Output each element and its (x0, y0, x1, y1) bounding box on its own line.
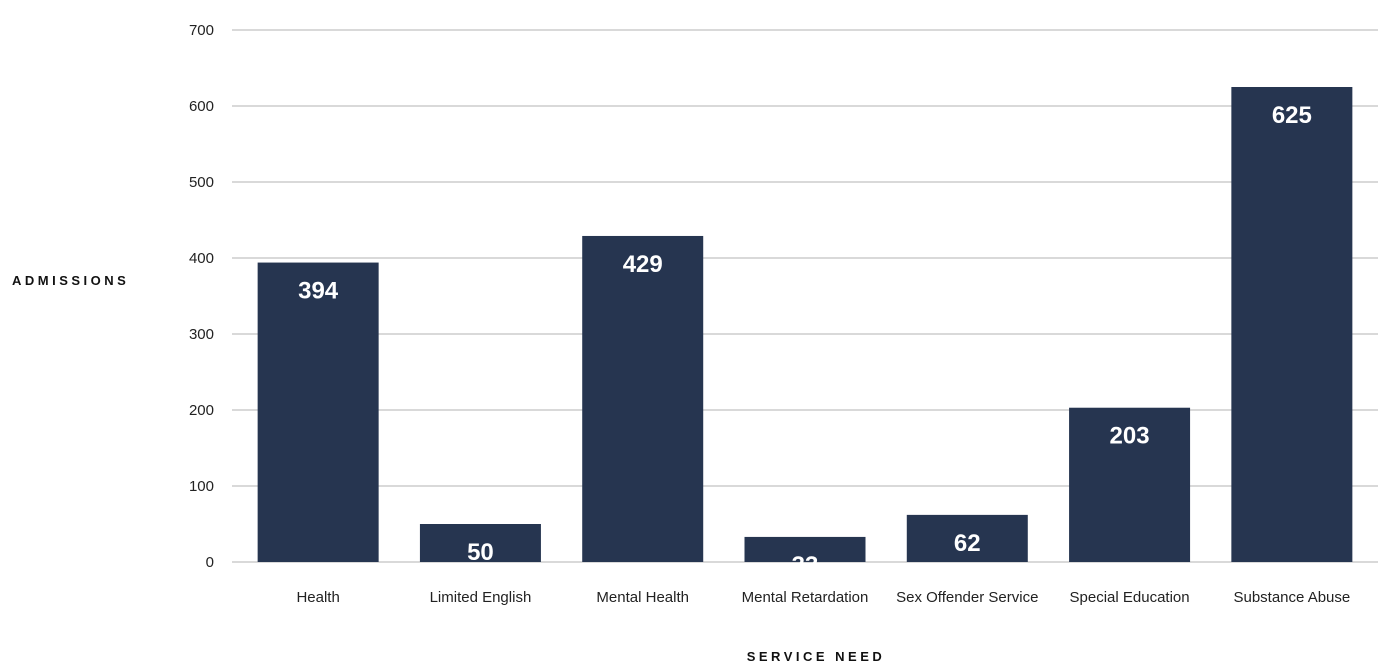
bar-data-label: 62 (954, 530, 981, 557)
bar-data-label: 33 (792, 552, 819, 579)
x-axis-title: SERVICE NEED (747, 649, 886, 664)
y-tick-label: 300 (189, 326, 214, 343)
bar-data-label: 429 (623, 251, 663, 278)
bar-data-label: 50 (467, 539, 494, 566)
bar-data-label: 394 (298, 278, 339, 305)
bar (1069, 407, 1191, 562)
x-category-label: Mental Health (596, 589, 689, 606)
bar-data-labels: 394 50 429 33 62 203 625 (298, 102, 1312, 579)
bar (419, 524, 541, 562)
gridlines (232, 29, 1378, 563)
y-tick-label: 100 (189, 478, 214, 495)
y-tick-label: 200 (189, 402, 214, 419)
x-category-label: Substance Abuse (1233, 589, 1350, 606)
bar (582, 235, 704, 562)
bar (744, 536, 866, 562)
y-axis-title: ADMISSIONS (12, 273, 129, 288)
x-category-labels: Health Limited English Mental Health Mental… (296, 589, 1350, 606)
x-category-label: Health (296, 589, 339, 606)
y-tick-label: 400 (189, 250, 214, 267)
bars (257, 87, 1353, 562)
bar-data-label: 625 (1272, 102, 1312, 129)
bar-data-label: 203 (1110, 423, 1150, 450)
x-category-label: Limited English (430, 589, 532, 606)
x-category-label: Special Education (1070, 589, 1190, 606)
y-tick-label: 0 (206, 554, 214, 571)
y-tick-label: 600 (189, 98, 214, 115)
x-category-label: Mental Retardation (742, 589, 869, 606)
bar (257, 262, 379, 562)
y-tick-labels: 0 100 200 300 400 500 600 700 (189, 22, 214, 571)
bar (1231, 87, 1353, 562)
y-tick-label: 500 (189, 174, 214, 191)
bar (906, 514, 1028, 562)
x-category-label: Sex Offender Service (896, 589, 1038, 606)
y-tick-label: 700 (189, 22, 214, 39)
